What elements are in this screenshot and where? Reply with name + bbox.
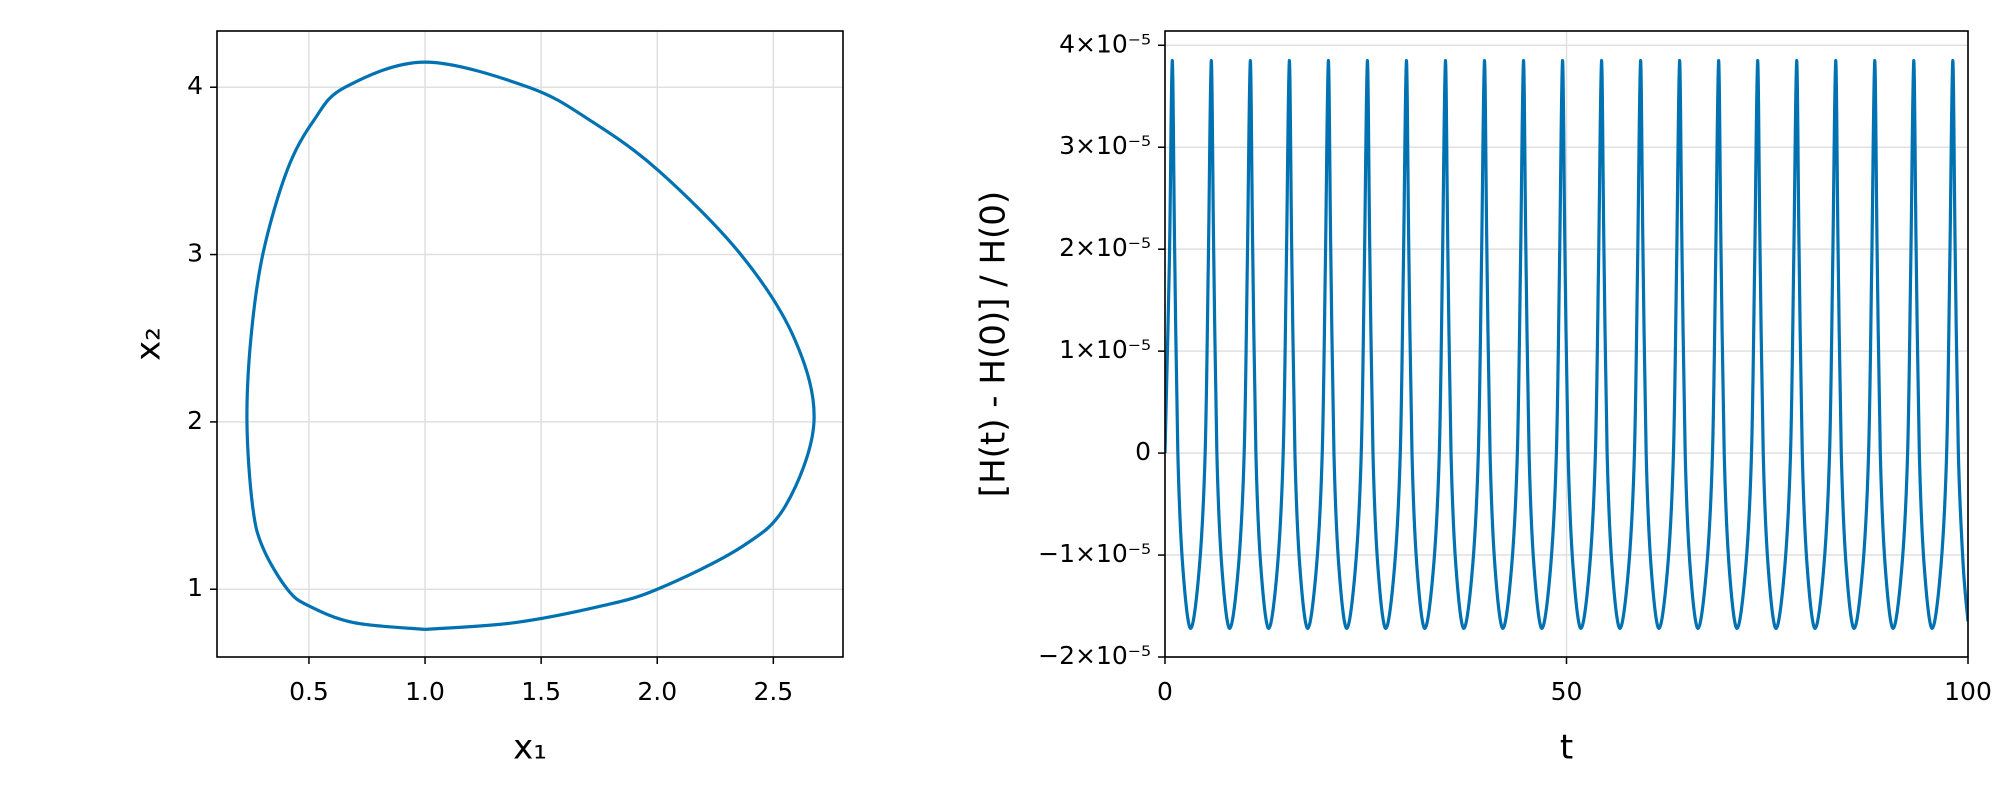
- x-axis-label: x₁: [513, 728, 547, 768]
- y-axis-label: [H(t) - H(0)] / H(0): [974, 191, 1014, 497]
- x-tick-label: 2.5: [753, 677, 793, 706]
- y-tick-label: 2: [187, 406, 203, 435]
- x-axis-label: t: [1560, 728, 1573, 768]
- y-tick-label: 4×10⁻⁵: [1059, 29, 1151, 58]
- x-tick-label: 50: [1551, 677, 1583, 706]
- y-tick-label: 3: [187, 239, 203, 268]
- y-tick-label: 1: [187, 573, 203, 602]
- x-tick-label: 100: [1944, 677, 1992, 706]
- x-tick-label: 1.5: [521, 677, 561, 706]
- y-tick-label: 4: [187, 71, 203, 100]
- axes-frame: [1164, 30, 1969, 658]
- x-tick-label: 0.5: [289, 677, 329, 706]
- x-tick-label: 2.0: [637, 677, 677, 706]
- y-tick-label: −2×10⁻⁵: [1038, 641, 1151, 670]
- y-tick-label: 3×10⁻⁵: [1059, 131, 1151, 160]
- y-tick-label: 2×10⁻⁵: [1059, 233, 1151, 262]
- plot-area: [1165, 58, 1968, 631]
- axes-frame: [216, 30, 844, 658]
- y-tick-label: −1×10⁻⁵: [1038, 539, 1151, 568]
- x-tick-label: 1.0: [405, 677, 445, 706]
- plot-area: [245, 60, 816, 631]
- y-tick-label: 1×10⁻⁵: [1059, 335, 1151, 364]
- data-line: [245, 60, 816, 631]
- y-axis-label: x₂: [129, 327, 169, 361]
- y-tick-label: 0: [1135, 437, 1151, 466]
- x-tick-label: 0: [1157, 677, 1173, 706]
- data-line: [1165, 58, 1968, 631]
